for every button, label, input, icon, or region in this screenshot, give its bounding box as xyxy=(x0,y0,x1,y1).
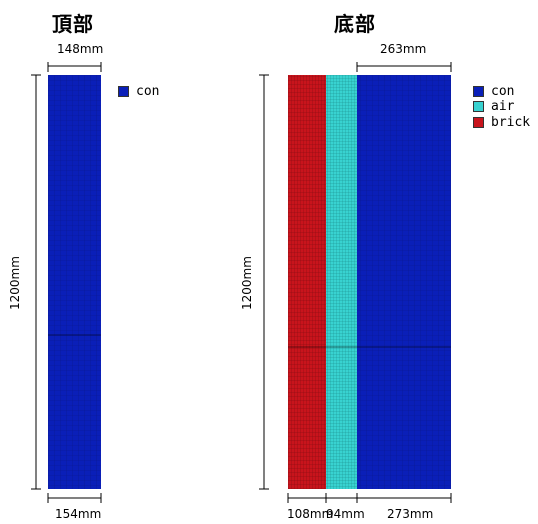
con-swatch xyxy=(118,86,129,97)
bottom-section-title: 底部 xyxy=(334,12,376,36)
top-section-title: 頂部 xyxy=(52,12,94,36)
bottom-con-mesh xyxy=(357,75,451,489)
top-dimension-lines xyxy=(31,62,102,503)
bottom-legend-air: air xyxy=(473,99,514,114)
top-legend-con-label: con xyxy=(136,84,160,99)
brick-mesh xyxy=(288,75,326,489)
brick-width-label: 108mm xyxy=(287,507,334,521)
bottom-legend-brick-label: brick xyxy=(491,115,531,130)
bottom-legend-brick: brick xyxy=(473,115,530,130)
bottom-legend-con-label: con xyxy=(491,84,515,99)
brick-swatch xyxy=(473,117,484,128)
con-width-label: 273mm xyxy=(387,507,434,521)
air-swatch xyxy=(473,101,484,112)
con-swatch xyxy=(473,86,484,97)
top-con-mesh xyxy=(48,75,101,489)
bottom-legend-air-label: air xyxy=(491,99,515,114)
bottom-legend-con: con xyxy=(473,84,514,99)
bottom-width-top-label: 263mm xyxy=(380,42,427,56)
air-mesh xyxy=(326,75,357,489)
air-width-label: 94mm xyxy=(326,507,365,521)
top-width-bottom-label: 154mm xyxy=(55,507,102,521)
top-legend-con: con xyxy=(118,84,159,99)
top-width-top-label: 148mm xyxy=(57,42,104,56)
bottom-dimension-lines xyxy=(259,62,452,503)
